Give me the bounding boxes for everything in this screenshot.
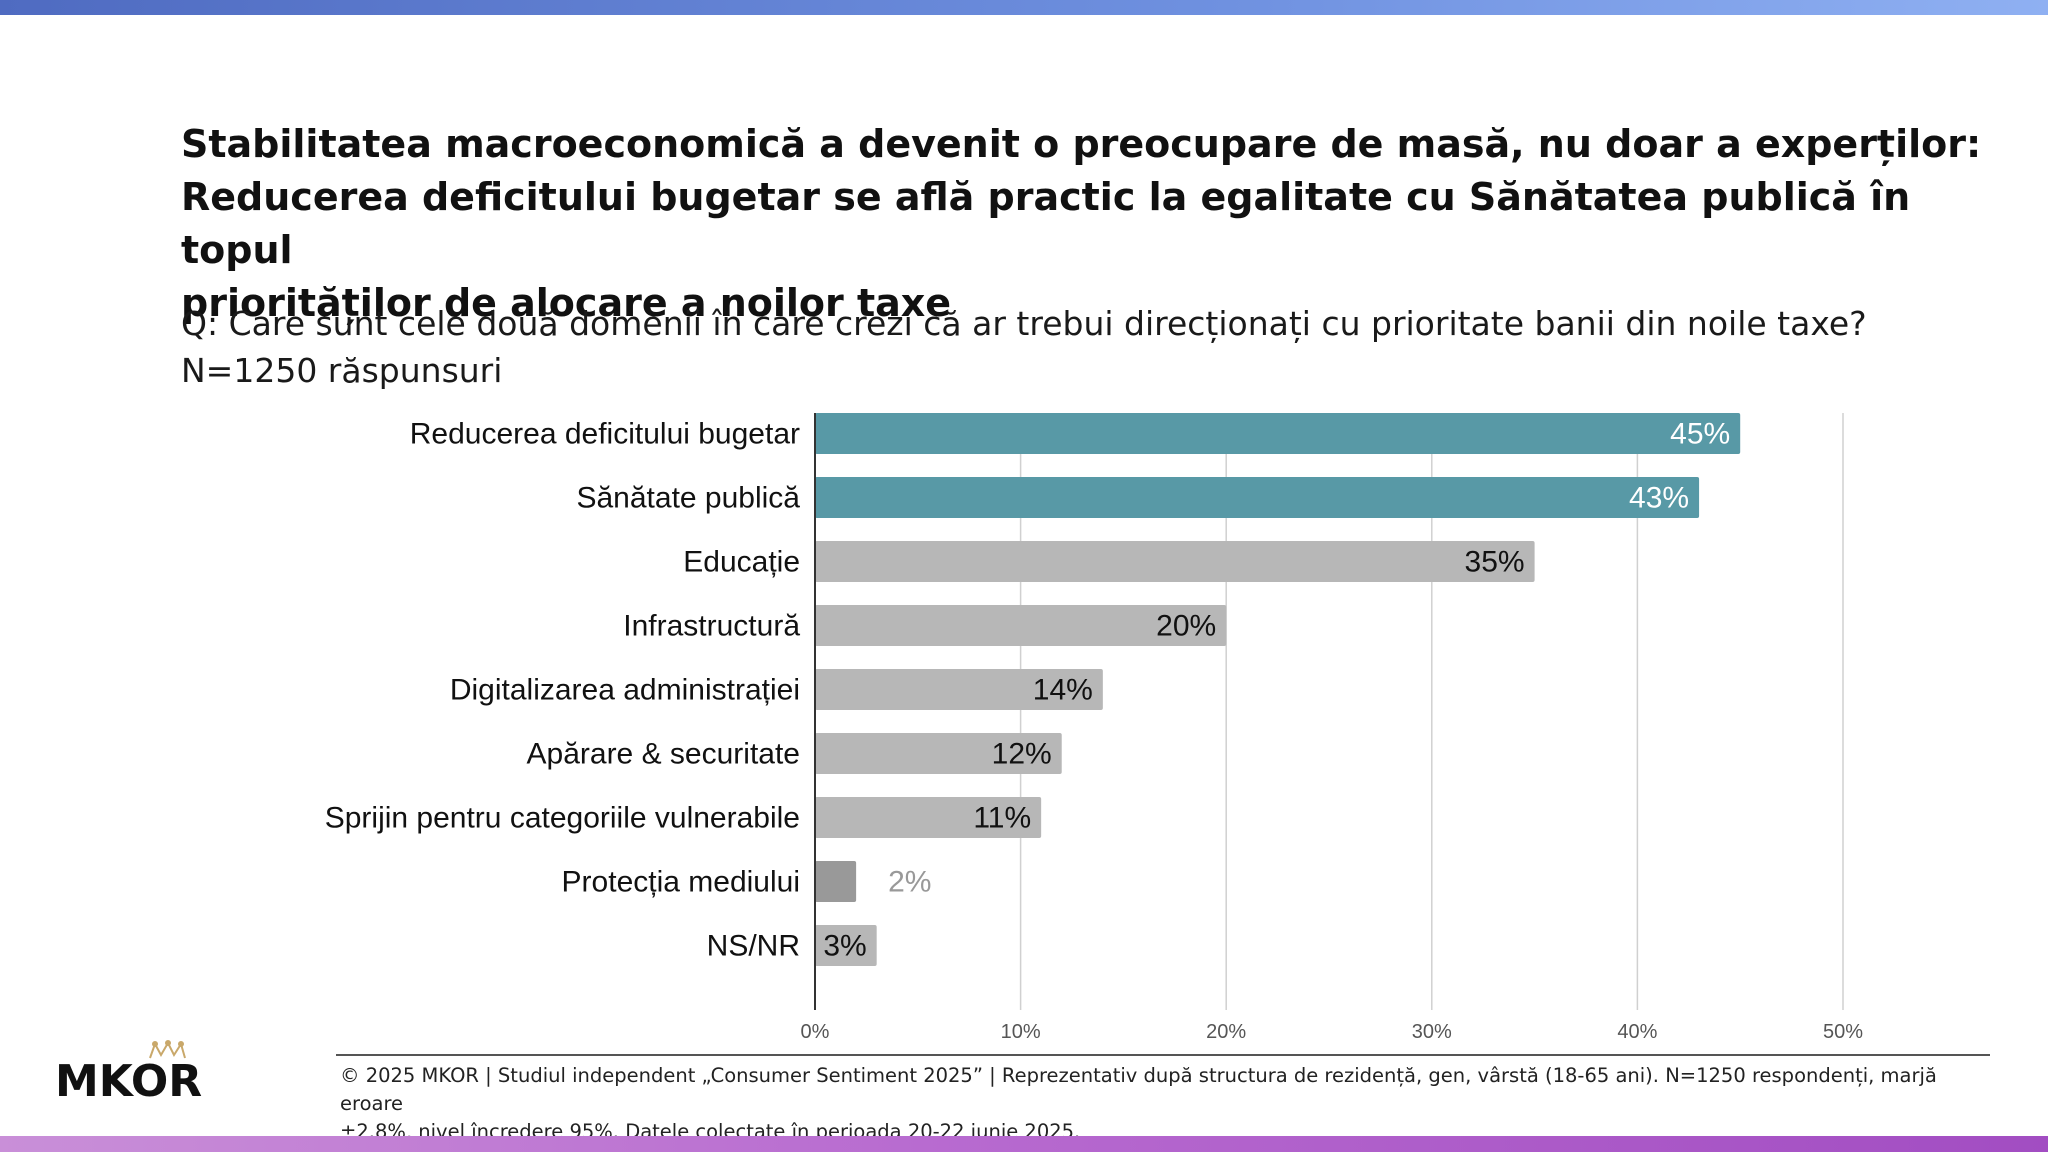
top-accent-bar	[0, 0, 2048, 15]
sample-size: N=1250 răspunsuri	[181, 351, 503, 390]
bottom-accent-bar	[0, 1136, 2048, 1152]
category-label: Sprijin pentru categoriile vulnerabile	[325, 802, 800, 835]
category-label: NS/NR	[707, 930, 800, 963]
logo-text: MKOR	[55, 1056, 202, 1100]
logo: MKOR	[55, 1040, 255, 1107]
value-label: 11%	[973, 802, 1031, 835]
value-label: 35%	[1465, 546, 1525, 579]
category-label: Infrastructură	[623, 610, 800, 643]
question-text: Q: Care sunt cele două domenii în care c…	[181, 304, 1867, 343]
bar	[815, 797, 1042, 838]
category-label: Sănătate publică	[576, 482, 800, 515]
page-title: Stabilitatea macroeconomică a devenit o …	[181, 118, 2001, 330]
bar	[815, 733, 1062, 774]
x-tick-label: 50%	[1823, 1021, 1863, 1043]
footer-line: © 2025 MKOR | Studiul independent „Consu…	[340, 1064, 1937, 1115]
bar	[815, 925, 877, 966]
question-block: Q: Care sunt cele două domenii în care c…	[181, 300, 1981, 394]
value-label: 14%	[1033, 674, 1093, 707]
bar	[815, 861, 857, 902]
title-line: priorităților de alocare a noilor taxe	[181, 281, 952, 325]
category-label: Digitalizarea administrației	[450, 674, 800, 707]
x-tick-label: 40%	[1617, 1021, 1657, 1043]
x-tick-label: 30%	[1412, 1021, 1452, 1043]
category-label: Educație	[683, 546, 800, 579]
footer-divider	[336, 1054, 1990, 1056]
x-tick-label: 10%	[1001, 1021, 1041, 1043]
bar	[815, 477, 1700, 518]
value-label: 12%	[992, 738, 1052, 771]
x-tick-label: 20%	[1206, 1021, 1246, 1043]
x-tick-label: 0%	[801, 1021, 830, 1043]
bar	[815, 541, 1535, 582]
category-label: Reducerea deficitului bugetar	[410, 418, 800, 451]
bar	[815, 605, 1227, 646]
category-label: Apărare & securitate	[527, 738, 800, 771]
category-label: Protecția mediului	[562, 866, 800, 899]
bar-chart: Reducerea deficitului bugetar 45% Sănătate…	[325, 413, 1863, 1043]
value-label: 43%	[1629, 482, 1689, 515]
crown-icon	[149, 1040, 186, 1059]
value-label: 45%	[1670, 418, 1730, 451]
bar	[815, 413, 1741, 454]
value-label: 20%	[1156, 610, 1216, 643]
value-label: 3%	[823, 930, 866, 963]
axis: 0% 10% 20% 30% 40% 50%	[801, 413, 1863, 1043]
bars: Reducerea deficitului bugetar 45% Sănătate…	[325, 413, 1741, 966]
title-line: Reducerea deficitului bugetar se află pr…	[181, 175, 1911, 272]
value-label: 2%	[888, 866, 931, 899]
title-line: Stabilitatea macroeconomică a devenit o …	[181, 122, 1982, 166]
bar	[815, 669, 1103, 710]
footer-note: © 2025 MKOR | Studiul independent „Consu…	[340, 1062, 1990, 1146]
